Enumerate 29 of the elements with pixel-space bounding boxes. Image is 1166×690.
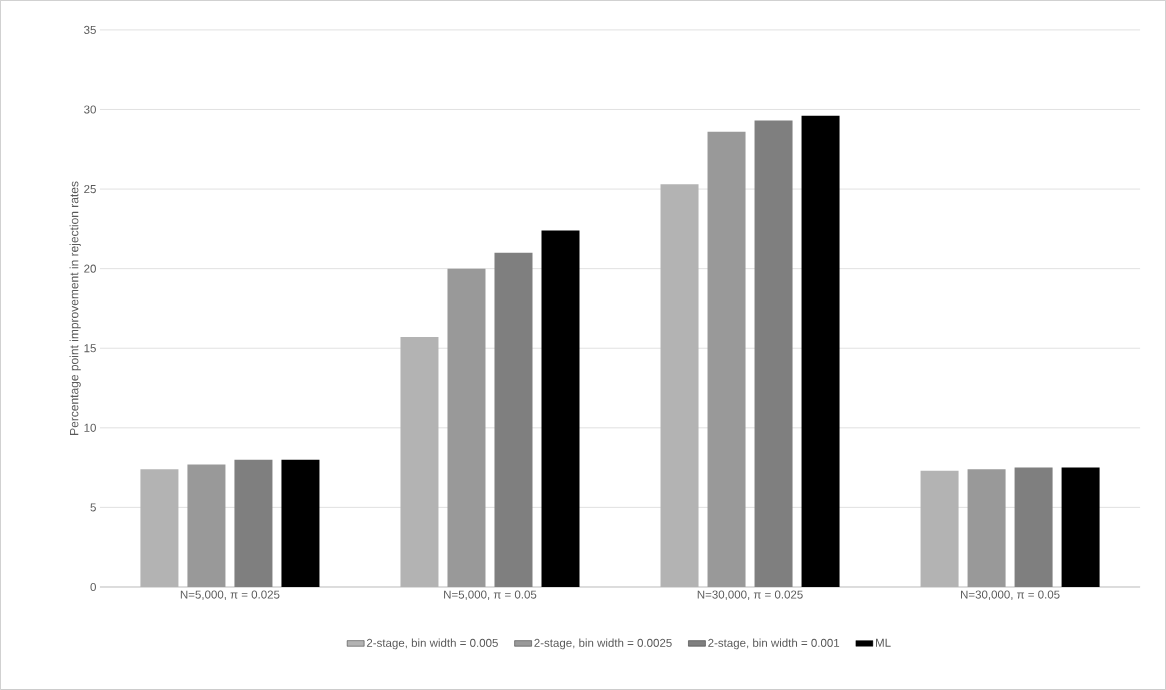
y-tick-label: 15 <box>84 344 96 353</box>
bar <box>187 464 226 588</box>
bar <box>447 268 486 588</box>
y-tick-label: 20 <box>84 264 96 273</box>
bar <box>234 459 273 588</box>
y-tick-label: 10 <box>84 423 96 432</box>
legend-label: 2-stage, bin width = 0.001 <box>708 638 840 650</box>
bar <box>801 115 840 588</box>
x-tick-label: N=5,000, π = 0.05 <box>444 590 537 601</box>
bar <box>541 230 580 588</box>
y-tick-label: 5 <box>90 503 96 512</box>
legend-label: ML <box>876 638 891 647</box>
y-tick-label: 30 <box>84 105 96 114</box>
y-axis-title: Percentage point improvement in rejection rates <box>69 181 81 435</box>
legend-label: 2-stage, bin width = 0.0025 <box>534 638 672 650</box>
bar <box>1061 467 1100 588</box>
bar <box>967 469 1006 588</box>
legend-label: 2-stage, bin width = 0.005 <box>366 638 498 650</box>
bar <box>281 459 320 588</box>
y-tick-label: 25 <box>84 185 96 194</box>
x-tick-label: N=30,000, π = 0.025 <box>697 590 803 601</box>
y-tick-label: 35 <box>84 25 96 35</box>
y-tick-label: 0 <box>90 582 96 592</box>
bar <box>1014 467 1053 588</box>
bar <box>494 252 533 588</box>
x-tick-label: N=30,000, π = 0.05 <box>961 590 1060 601</box>
bar <box>754 120 793 588</box>
bar <box>707 131 746 588</box>
x-tick-label: N=5,000, π = 0.025 <box>180 590 280 601</box>
